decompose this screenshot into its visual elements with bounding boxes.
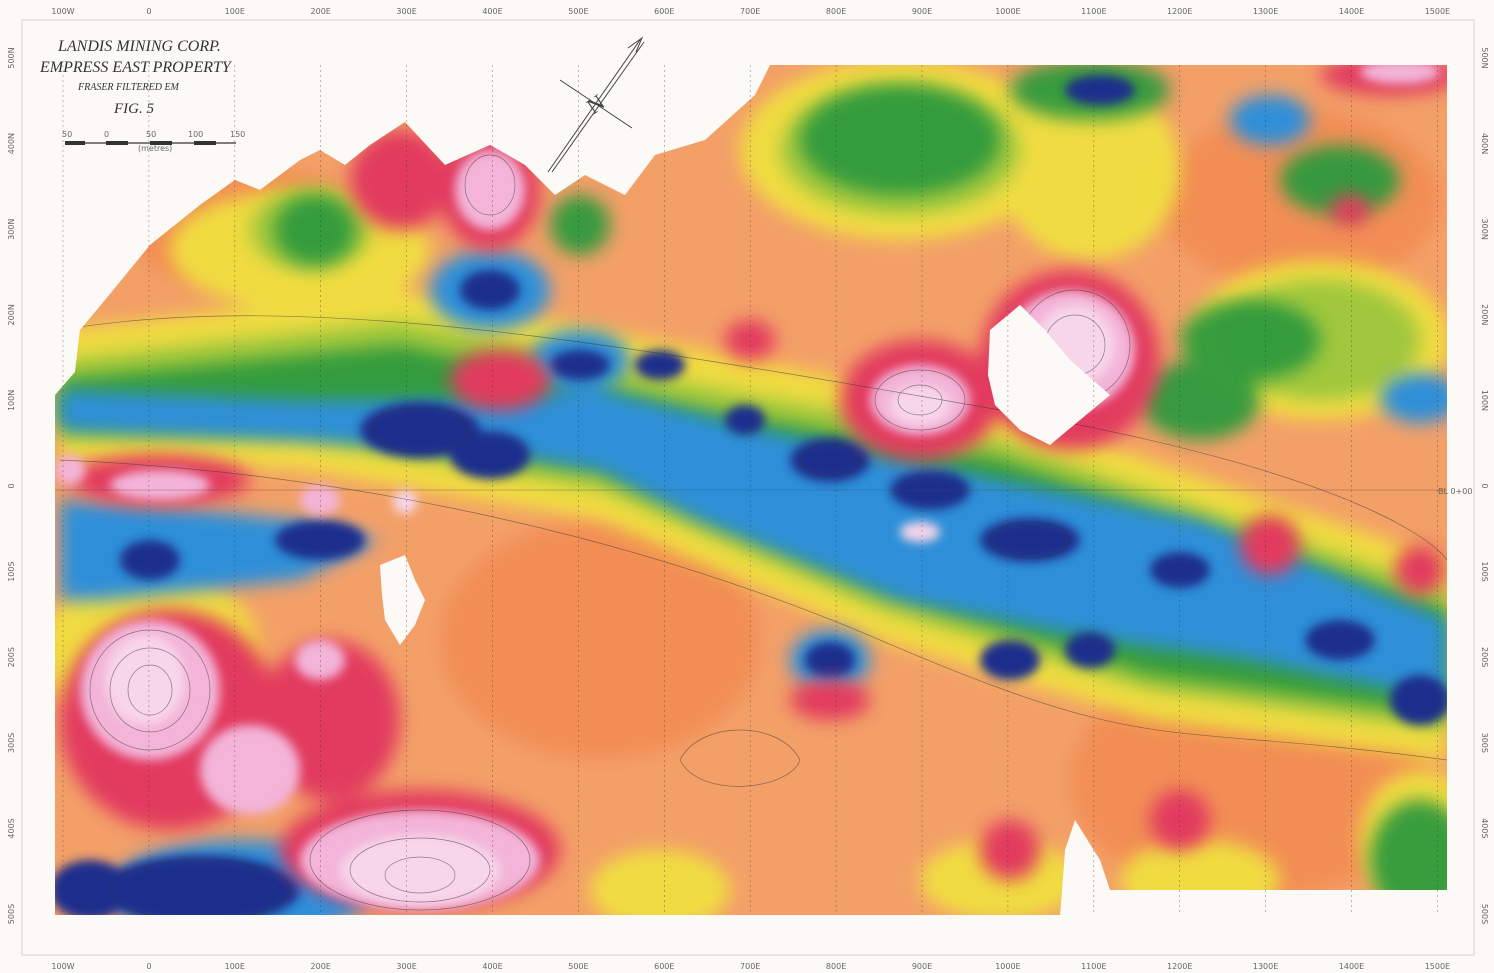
easting-label-bottom: 300E (396, 962, 416, 971)
map-frame (21, 19, 1475, 956)
easting-label-bottom: 700E (740, 962, 760, 971)
northing-label-left: 400N (7, 133, 16, 154)
scale-tick-label: 50 (62, 130, 72, 139)
northing-label-left: 500S (7, 904, 16, 924)
north-arrow-icon: N (547, 36, 645, 173)
easting-label-bottom: 600E (654, 962, 674, 971)
northing-label-right: 0 (1480, 483, 1489, 488)
baseline-label: BL 0+00 (1438, 487, 1472, 496)
northing-label-right: 200S (1480, 647, 1489, 667)
northing-label-left: 400S (7, 818, 16, 838)
easting-label-bottom: 1000E (995, 962, 1020, 971)
title-company: LANDIS MINING CORP. (57, 38, 221, 55)
northing-label-left: 300S (7, 733, 16, 753)
survey-grid-labels: 100W 100W 0 0 100E 100E 200E 200E 300E 300E 400E 40… (7, 7, 1489, 971)
easting-label-top: 100W (51, 7, 74, 16)
easting-label-bottom: 0 (146, 962, 151, 971)
northing-label-right: 300N (1480, 219, 1489, 240)
easting-label-top: 1100E (1081, 7, 1106, 16)
easting-label-bottom: 1300E (1253, 962, 1278, 971)
north-arrow-letter: N (582, 89, 609, 119)
easting-label-bottom: 800E (826, 962, 846, 971)
northing-label-right: 300S (1480, 733, 1489, 753)
scale-tick-label: 150 (230, 130, 245, 139)
easting-label-top: 900E (912, 7, 932, 16)
northing-label-left: 100S (7, 561, 16, 581)
easting-label-top: 100E (225, 7, 245, 16)
northing-label-left: 0 (7, 483, 16, 488)
easting-label-bottom: 900E (912, 962, 932, 971)
easting-label-bottom: 500E (568, 962, 588, 971)
title-block: LANDIS MINING CORP. EMPRESS EAST PROPERT… (39, 38, 233, 117)
scale-unit: (metres) (138, 144, 172, 153)
scale-tick-label: 100 (188, 130, 203, 139)
easting-label-top: 200E (311, 7, 331, 16)
easting-label-top: 800E (826, 7, 846, 16)
easting-label-bottom: 1400E (1339, 962, 1364, 971)
easting-label-top: 1200E (1167, 7, 1192, 16)
title-figure: FIG. 5 (113, 101, 154, 117)
easting-label-top: 1500E (1425, 7, 1450, 16)
northing-label-right: 100S (1480, 561, 1489, 581)
scale-tick-label: 0 (104, 130, 109, 139)
northing-label-left: 200N (7, 304, 16, 325)
easting-label-bottom: 1100E (1081, 962, 1106, 971)
northing-label-left: 100N (7, 390, 16, 411)
easting-label-top: 300E (396, 7, 416, 16)
easting-label-top: 1400E (1339, 7, 1364, 16)
title-property: EMPRESS EAST PROPERTY (39, 59, 233, 76)
easting-label-top: 600E (654, 7, 674, 16)
easting-label-bottom: 100E (225, 962, 245, 971)
northing-label-right: 500S (1480, 904, 1489, 924)
title-survey: FRASER FILTERED EM (77, 82, 180, 93)
easting-label-top: 400E (482, 7, 502, 16)
easting-label-top: 0 (146, 7, 151, 16)
easting-label-bottom: 1200E (1167, 962, 1192, 971)
scale-tick-label: 50 (146, 130, 156, 139)
northing-label-left: 500N (7, 47, 16, 68)
northing-label-right: 100N (1480, 390, 1489, 411)
northing-label-left: 300N (7, 219, 16, 240)
northing-label-right: 500N (1480, 47, 1489, 68)
easting-label-bottom: 400E (482, 962, 502, 971)
northing-label-right: 400N (1480, 133, 1489, 154)
scale-bar: 50 0 50 100 150 (metres) (62, 130, 245, 153)
northing-label-right: 400S (1480, 818, 1489, 838)
easting-label-bottom: 100W (51, 962, 74, 971)
easting-label-bottom: 1500E (1425, 962, 1450, 971)
easting-label-top: 1000E (995, 7, 1020, 16)
easting-label-top: 700E (740, 7, 760, 16)
easting-label-bottom: 200E (311, 962, 331, 971)
northing-label-right: 200N (1480, 304, 1489, 325)
northing-label-left: 200S (7, 647, 16, 667)
data-gaps (380, 305, 1110, 645)
easting-label-top: 1300E (1253, 7, 1278, 16)
easting-label-top: 500E (568, 7, 588, 16)
